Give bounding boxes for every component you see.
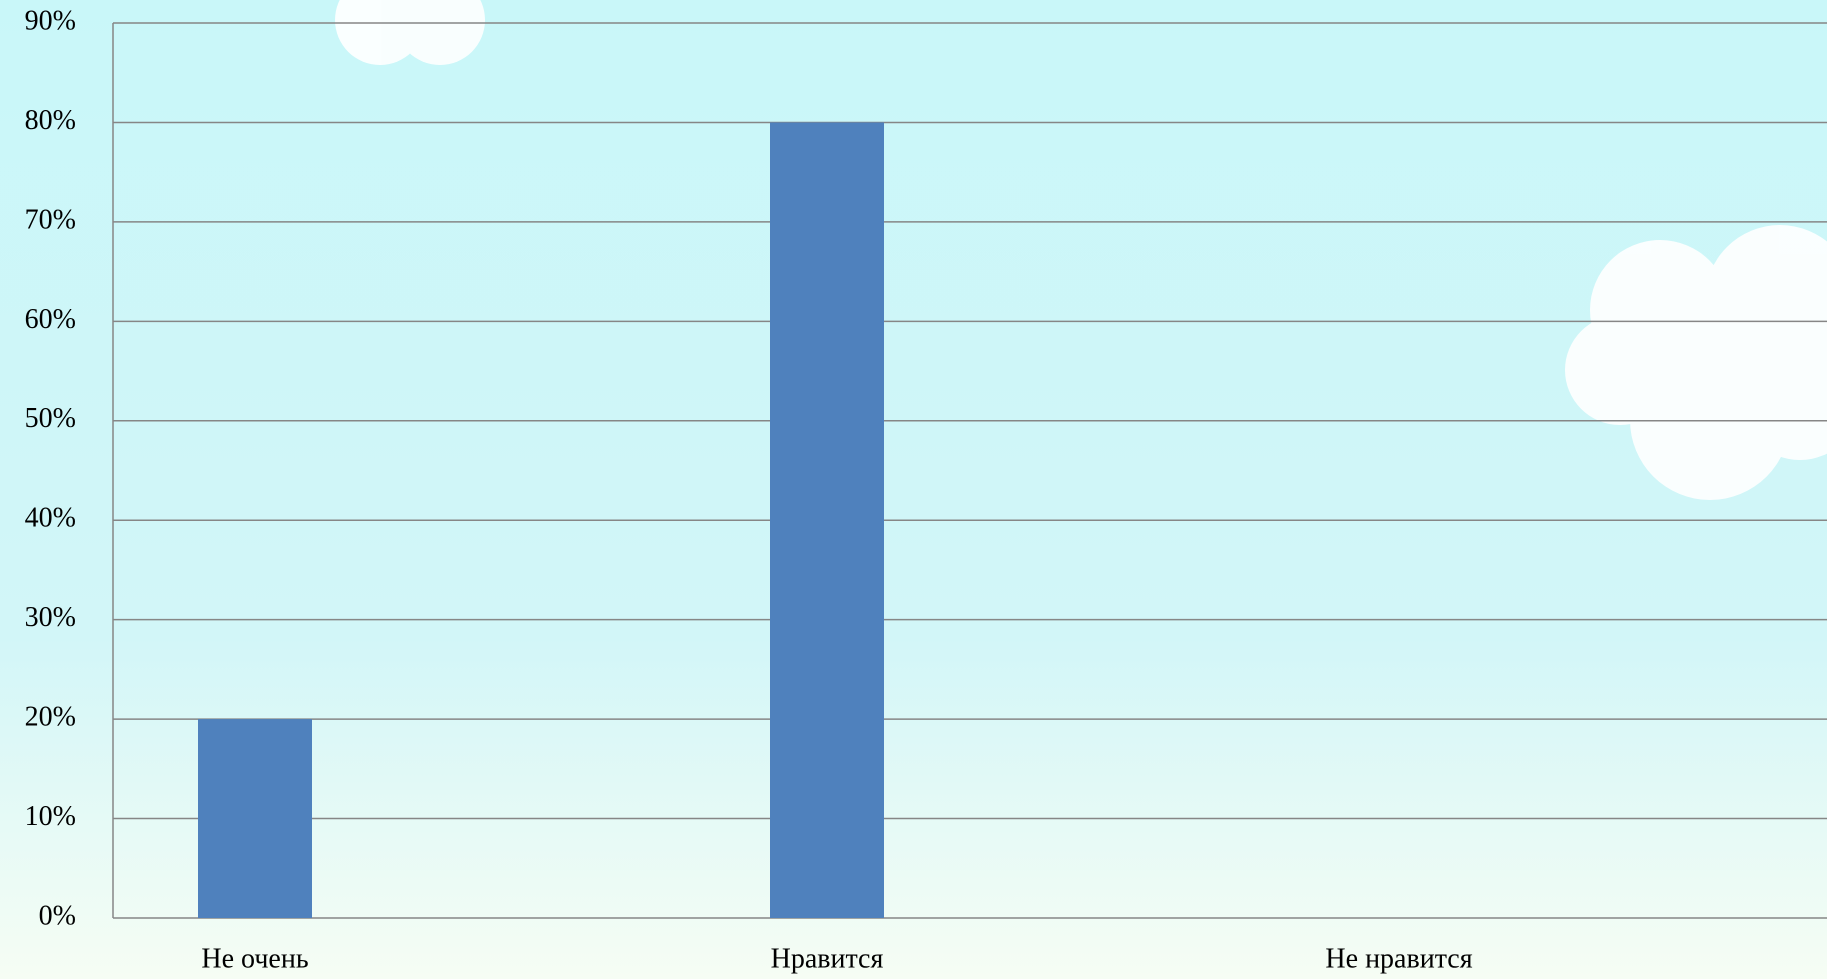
cloud: [335, 0, 1827, 500]
y-tick-label: 0%: [39, 900, 76, 931]
y-tick-label: 50%: [25, 403, 76, 434]
bar: [198, 719, 312, 918]
y-tick-label: 90%: [25, 5, 76, 36]
y-tick-label: 70%: [25, 204, 76, 235]
x-tick-label: Не очень: [201, 943, 308, 974]
y-tick-label: 10%: [25, 801, 76, 832]
x-tick-label: Не нравится: [1325, 943, 1472, 974]
y-tick-label: 20%: [25, 702, 76, 733]
y-tick-label: 30%: [25, 602, 76, 633]
x-tick-label: Нравится: [771, 943, 884, 974]
y-tick-label: 40%: [25, 503, 76, 534]
bar: [770, 122, 884, 918]
y-tick-label: 60%: [25, 304, 76, 335]
y-tick-label: 80%: [25, 105, 76, 136]
